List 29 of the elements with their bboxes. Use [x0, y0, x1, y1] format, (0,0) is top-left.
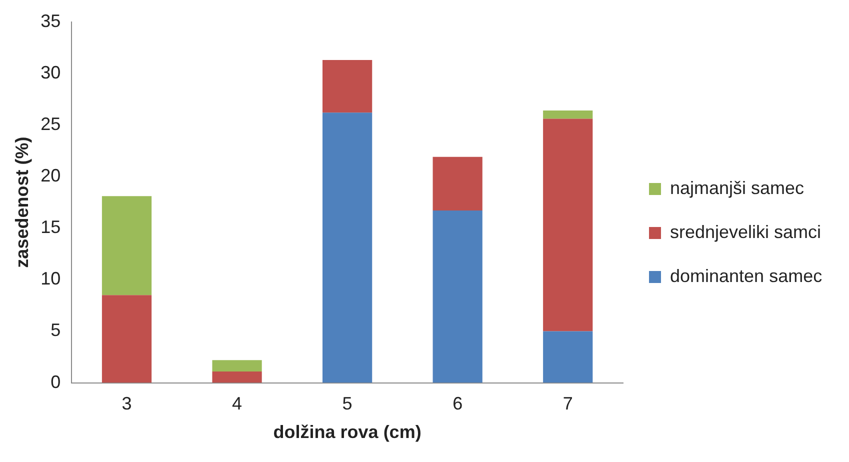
x-tick-label: 6	[452, 394, 463, 414]
x-axis-title: dolžina rova (cm)	[273, 422, 422, 442]
legend-label: dominanten samec	[670, 266, 822, 286]
legend-label: najmanjši samec	[670, 178, 804, 198]
y-tick-label: 20	[40, 165, 61, 186]
y-tick-label: 0	[50, 372, 61, 392]
y-tick-label: 30	[40, 62, 61, 82]
legend-label: srednjeveliki samci	[670, 222, 822, 242]
bar	[432, 156, 482, 211]
bar	[543, 331, 593, 383]
y-tick-label: 35	[40, 10, 61, 31]
y-tick-label: 15	[40, 217, 61, 238]
y-axis-title: zasedenost (%)	[12, 136, 32, 268]
y-tick-label: 10	[40, 268, 61, 289]
x-tick-label: 5	[342, 394, 352, 414]
bar	[212, 371, 262, 383]
bar	[322, 112, 372, 383]
x-tick-label: 3	[122, 394, 132, 414]
bar	[322, 60, 372, 113]
bar	[102, 196, 152, 296]
bar	[212, 360, 262, 372]
bar	[102, 295, 152, 383]
bar	[543, 110, 593, 119]
y-tick-label: 25	[40, 114, 61, 134]
x-tick-label: 4	[232, 394, 242, 414]
bar	[543, 118, 593, 332]
x-tick-label: 7	[562, 394, 573, 414]
bar	[432, 210, 482, 383]
y-tick-label: 5	[50, 320, 61, 340]
